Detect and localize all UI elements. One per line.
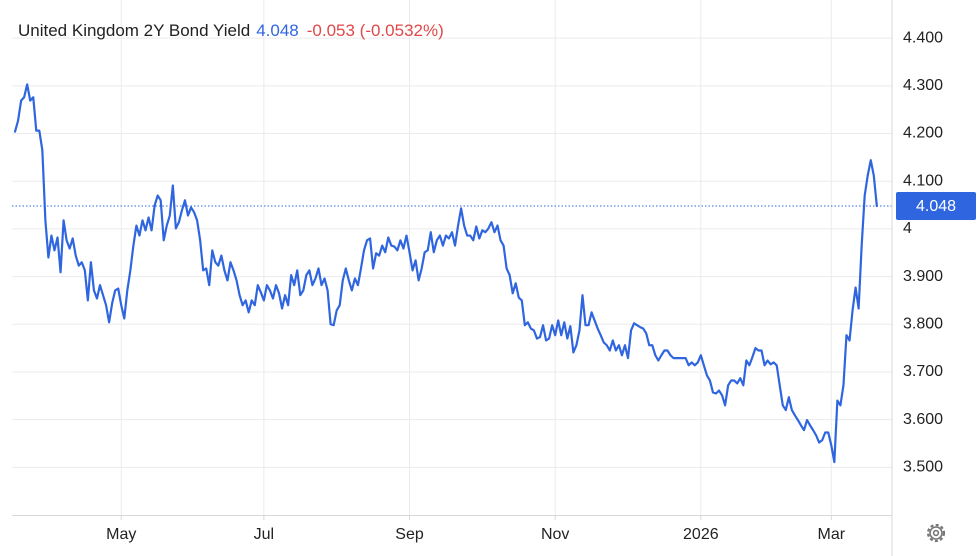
x-tick-label: 2026 (683, 526, 719, 543)
header-change: -0.053 (-0.0532%) (307, 21, 444, 40)
price-line (13, 83, 878, 464)
x-tick-label: Nov (541, 526, 569, 543)
y-tick-label: 4.100 (903, 172, 943, 189)
plot-area (12, 83, 892, 464)
x-tick-label: May (106, 526, 136, 543)
last-value-tag (896, 192, 976, 220)
header-last-value: 4.048 (256, 21, 299, 40)
y-tick-label: 3.500 (903, 459, 943, 476)
last-value-tag-label: 4.048 (916, 198, 956, 215)
y-tick-label: 3.700 (903, 363, 943, 380)
axes: 4.400 4.300 4.200 4.100 4 3.900 3.800 3.700 3.60… (106, 29, 976, 543)
y-tick-label: 4 (903, 220, 912, 237)
grid (12, 0, 892, 515)
chart-title: United Kingdom 2Y Bond Yield (18, 21, 250, 40)
y-tick-label: 3.900 (903, 268, 943, 285)
y-tick-label: 4.400 (903, 29, 943, 46)
y-tick-label: 4.200 (903, 125, 943, 142)
y-tick-label: 3.600 (903, 411, 943, 428)
chart-header: United Kingdom 2Y Bond Yield 4.048 -0.053 … (18, 21, 444, 40)
settings-gear-hub (932, 529, 940, 537)
x-tick-label: Sep (395, 526, 424, 543)
x-tick-label: Jul (254, 526, 274, 543)
settings-button[interactable] (926, 523, 946, 543)
y-tick-label: 3.800 (903, 315, 943, 332)
y-tick-label: 4.300 (903, 77, 943, 94)
x-tick-label: Mar (818, 526, 846, 543)
settings-gear-ring (929, 526, 943, 540)
settings-gear-teeth (926, 523, 946, 543)
